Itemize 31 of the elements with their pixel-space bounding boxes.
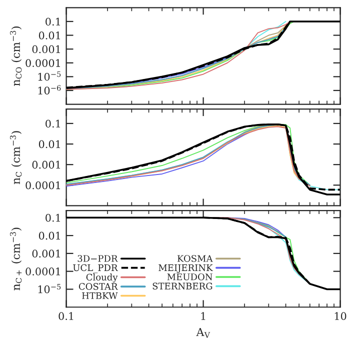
y-tick-label: 0.1 — [46, 18, 60, 26]
y-tick-label: 0.001 — [32, 45, 60, 54]
y-tick-label: 10$^{−6}$ — [38, 85, 61, 95]
y-tick-label: 0.1 — [46, 214, 60, 222]
y-tick-label: 0.001 — [32, 250, 60, 258]
y-tick-label: 0.0001 — [26, 59, 60, 67]
y-tick-label: 0.01 — [38, 140, 60, 148]
y-tick-label: 0.01 — [38, 232, 60, 240]
legend-label: STERNBERG — [152, 282, 212, 290]
y-tick-label: 0.0001 — [26, 268, 60, 276]
x-axis-title: A$_{V}$ — [196, 328, 210, 338]
legend-label: COSTAR — [78, 283, 118, 290]
y-axis-title: n$_{C+}$ (cm$^{−3}$) — [10, 228, 22, 290]
legend-label: MEUDON — [167, 273, 212, 280]
y-tick-label: 0.1 — [46, 120, 60, 128]
y-axis-title: n$_{C}$ (cm$^{−3}$) — [10, 131, 22, 184]
x-tick-label: 10 — [334, 312, 346, 320]
legend-label: Cloudy — [86, 274, 118, 282]
y-tick-label: 10$^{−5}$ — [38, 284, 61, 294]
y-tick-label: 0.001 — [32, 160, 60, 169]
y-tick-label: 10$^{−5}$ — [38, 71, 61, 81]
legend-label: KOSMA — [177, 255, 213, 262]
x-tick-label: 0.1 — [58, 312, 74, 320]
y-tick-label: 0.01 — [38, 32, 60, 40]
legend-label: MEIJERINK — [158, 264, 213, 273]
legend-label: HTBKW — [82, 292, 118, 299]
y-axis-title: n$_{CO}$ (cm$^{−3}$) — [10, 26, 22, 86]
legend-label: 3D−PDR — [78, 255, 118, 262]
x-tick-label: 1 — [201, 312, 206, 320]
y-tick-label: 0.0001 — [26, 181, 60, 190]
legend-label: UCL_PDR — [73, 264, 118, 274]
